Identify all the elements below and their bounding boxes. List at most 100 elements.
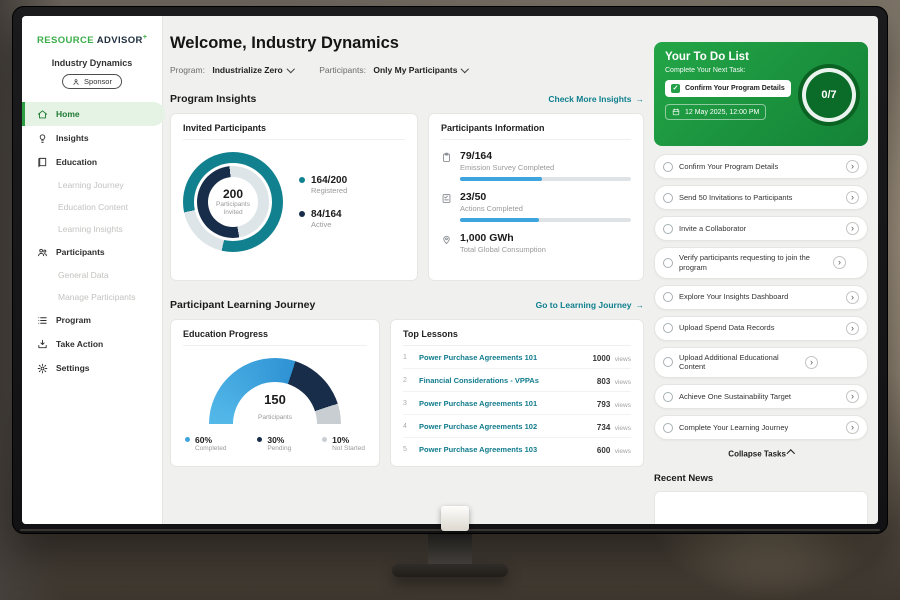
sidebar-item-label: Home [56,109,80,119]
task-radio[interactable] [663,422,673,433]
views-count: 803 [596,377,611,386]
lesson-title-link[interactable]: Power Purchase Agreements 101 [419,352,538,362]
sidebar-item-settings[interactable]: Settings [22,356,162,380]
donut-center-label: Participants Invited [216,200,250,216]
check-more-insights-link[interactable]: Check More Insights → [548,94,644,104]
person-icon [73,78,79,85]
chevron-right-icon[interactable]: › [805,355,818,369]
legend-text: 30% Pending [267,435,292,453]
views-label: views [614,356,631,363]
card-title: Top Lessons [403,329,631,346]
chevron-right-icon[interactable]: › [846,421,859,434]
task-radio[interactable] [663,391,673,402]
chevron-right-icon[interactable]: › [846,390,859,403]
donut-center: 200 Participants Invited [183,152,283,252]
sidebar-subitem-learning-journey[interactable]: Learning Journey [22,174,162,196]
donut-center-value: 200 [222,186,244,201]
chevron-right-icon[interactable]: › [846,191,859,204]
legend-dot-navy [299,211,305,217]
collapse-tasks-link[interactable]: Collapse Tasks [654,448,868,459]
lesson-title-link[interactable]: Power Purchase Agreements 103 [419,444,538,454]
sponsor-label: Sponsor [84,77,112,86]
list-icon [38,316,47,324]
lesson-title-link[interactable]: Financial Considerations - VPPAs [419,375,539,385]
sidebar-subitem-label: Learning Insights [58,224,123,234]
info-body: 1,000 GWh Total Global Consumption [460,232,631,254]
legend-label: Not Started [332,445,365,453]
info-row-actions: 23/50 Actions Completed [441,191,631,222]
task-radio[interactable] [663,192,673,203]
go-to-learning-journey-link[interactable]: Go to Learning Journey → [536,300,644,310]
sidebar-subitem-label: Manage Participants [58,292,136,302]
pin-icon [443,235,450,245]
task-row[interactable]: Verify participants requesting to join t… [654,247,868,279]
lesson-row: 1 Power Purchase Agreements 101 1000 vie… [403,346,631,369]
sidebar-item-education[interactable]: Education [22,150,162,174]
task-row[interactable]: Explore Your Insights Dashboard › [654,284,868,310]
lesson-title-link[interactable]: Power Purchase Agreements 101 [419,398,538,408]
views-label: views [614,402,631,409]
participants-select[interactable]: Only My Participants [373,65,470,75]
sidebar-item-label: Take Action [56,339,104,349]
task-radio[interactable] [663,292,673,302]
chevron-up-icon [787,449,795,458]
task-row[interactable]: Confirm Your Program Details › [654,154,868,179]
legend-value: 30% [267,435,285,445]
task-row[interactable]: Complete Your Learning Journey › [654,415,868,440]
task-row[interactable]: Invite a Collaborator › [654,216,868,241]
info-value: 23/50 [460,191,487,203]
sidebar-item-take-action[interactable]: Take Action [22,332,162,356]
chevron-right-icon[interactable]: › [846,222,859,235]
participants-filter: Participants: Only My Participants [319,65,470,75]
sidebar-item-participants[interactable]: Participants [22,240,162,264]
task-radio[interactable] [663,323,673,333]
learning-journey-header: Participant Learning Journey Go to Learn… [170,299,644,311]
chevron-down-icon [461,65,470,73]
task-label: Send 50 Invitations to Participants [679,192,793,202]
sidebar-subitem-learning-insights[interactable]: Learning Insights [22,218,162,240]
sidebar-item-insights[interactable]: Insights [22,126,162,150]
filter-bar: Program: Industrialize Zero Participants… [170,65,644,75]
link-label: Go to Learning Journey [535,300,632,310]
actions-progress-fill [460,218,539,222]
task-row[interactable]: Achieve One Sustainability Target › [654,384,868,409]
chevron-right-icon[interactable]: › [846,290,859,304]
task-row[interactable]: Send 50 Invitations to Participants › [654,185,868,210]
sidebar-item-program[interactable]: Program [22,308,162,332]
legend-registered: 164/200 Registered [299,175,347,195]
lesson-title-link[interactable]: Power Purchase Agreements 102 [419,421,538,431]
task-radio[interactable] [663,357,673,368]
task-radio[interactable] [663,161,673,172]
gauge-center-value: 150 [264,392,286,407]
task-label: Confirm Your Program Details [679,161,779,171]
lesson-row: 3 Power Purchase Agreements 101 793 view… [403,392,631,415]
sidebar-subitem-general-data[interactable]: General Data [22,264,162,286]
legend-label: Pending [267,445,292,453]
legend-dot-navy [257,437,263,442]
sidebar-subitem-label: General Data [58,270,109,280]
views-count: 734 [596,423,611,432]
chevron-right-icon[interactable]: › [846,160,859,173]
task-radio[interactable] [663,257,673,268]
info-body: 23/50 Actions Completed [460,191,631,222]
lesson-views: 600 views [597,440,631,458]
program-select[interactable]: Industrialize Zero [212,65,295,75]
chevron-right-icon[interactable]: › [833,256,846,270]
card-title: Education Progress [183,329,367,346]
info-body: 79/164 Emission Survey Completed [460,150,631,181]
sidebar-subitem-manage-participants[interactable]: Manage Participants [22,286,162,308]
task-radio[interactable] [663,223,673,234]
program-filter-label: Program: [170,65,205,75]
task-label: Invite a Collaborator [679,223,747,233]
lesson-rank: 5 [403,445,407,453]
card-title: Invited Participants [183,123,405,140]
monitor-stand-base [392,564,508,577]
task-row[interactable]: Upload Spend Data Records › [654,315,868,341]
sidebar-item-home[interactable]: Home [22,102,165,126]
task-label: Explore Your Insights Dashboard [679,292,789,302]
views-label: views [614,448,631,455]
sidebar-subitem-education-content[interactable]: Education Content [22,196,162,218]
chevron-right-icon[interactable]: › [846,321,859,335]
task-row[interactable]: Upload Additional Educational Content › [654,346,868,378]
next-task-pill[interactable]: ✓ Confirm Your Program Details [665,80,791,97]
